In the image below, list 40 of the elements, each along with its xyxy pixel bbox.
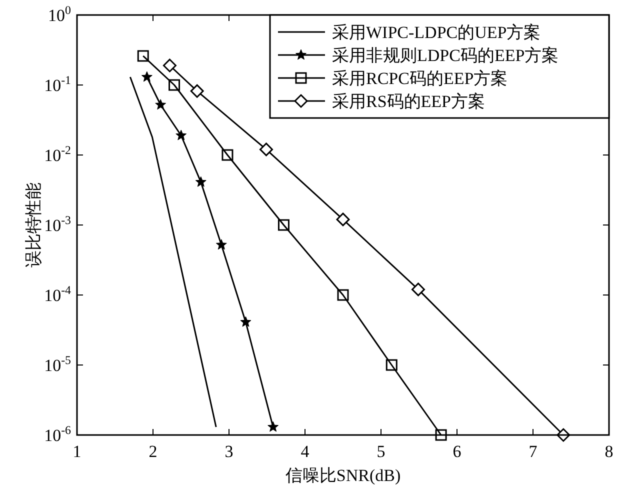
- legend-label: 采用非规则LDPC码的EEP方案: [332, 46, 559, 65]
- x-tick-label: 2: [148, 442, 158, 461]
- point: [386, 359, 398, 371]
- x-tick-label: 4: [300, 442, 310, 461]
- point: [336, 212, 350, 226]
- x-tick-label: 1: [72, 442, 82, 461]
- y-tick-label: 10$^{-4}$: [44, 283, 72, 305]
- point: [141, 71, 152, 82]
- y-tick-label: 10$^{-5}$: [44, 353, 72, 375]
- point: [411, 282, 425, 296]
- point: [168, 79, 180, 91]
- x-axis-title: 信噪比SNR(dB): [285, 466, 401, 485]
- legend-label: 采用RS码的EEP方案: [332, 92, 486, 111]
- point: [190, 84, 204, 98]
- y-tick-label: 10$^{-6}$: [44, 423, 72, 445]
- point: [278, 219, 290, 231]
- y-tick-label: 10$^{-2}$: [44, 143, 72, 165]
- x-tick-label: 3: [224, 442, 234, 461]
- point: [240, 316, 252, 327]
- x-tick-label: 8: [604, 442, 614, 461]
- x-tick-label: 7: [528, 442, 538, 461]
- point: [162, 58, 176, 72]
- y-tick-label: 10$^{-1}$: [44, 73, 72, 95]
- point: [216, 239, 227, 250]
- point: [259, 142, 273, 156]
- point: [222, 149, 234, 161]
- y-tick-label: 10$^{0}$: [48, 3, 72, 25]
- point: [176, 130, 187, 140]
- point: [195, 176, 206, 187]
- y-tick-label: 10$^{-3}$: [44, 213, 72, 235]
- point: [337, 289, 349, 301]
- legend-label: 采用RCPC码的EEP方案: [332, 69, 508, 88]
- x-tick-label: 6: [452, 442, 462, 461]
- y-axis-title: 误比特性能: [24, 182, 43, 268]
- point: [268, 421, 279, 432]
- point: [435, 429, 447, 441]
- point: [155, 99, 166, 110]
- legend-label: 采用WIPC-LDPC的UEP方案: [332, 23, 541, 42]
- x-tick-label: 5: [376, 442, 386, 461]
- point: [137, 50, 149, 62]
